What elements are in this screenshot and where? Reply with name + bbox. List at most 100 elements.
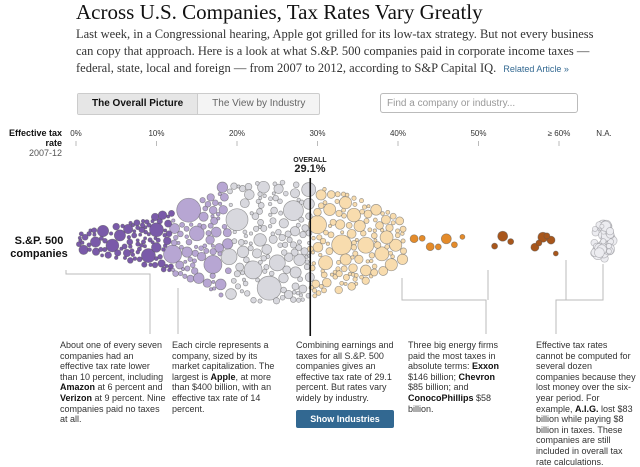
- company-circle: [176, 197, 202, 223]
- company-circle: [341, 207, 346, 213]
- company-circle: [396, 253, 409, 265]
- intro-text: Last week, in a Congressional hearing, A…: [76, 27, 594, 75]
- company-circle: [440, 233, 452, 245]
- company-circle: [257, 298, 263, 304]
- axis-title: Effective tax rate 2007-12: [0, 128, 62, 158]
- related-article-link[interactable]: Related Article »: [503, 64, 569, 74]
- company-circle: [323, 203, 337, 216]
- company-circle: [78, 244, 89, 255]
- company-circle: [200, 223, 207, 230]
- company-circle: [216, 216, 221, 221]
- company-circle: [373, 241, 382, 249]
- company-circle: [113, 229, 126, 242]
- company-circle: [207, 222, 214, 229]
- company-circle: [342, 273, 350, 281]
- company-circle: [112, 222, 120, 231]
- company-circle: [345, 222, 353, 229]
- company-circle: [181, 267, 185, 272]
- show-industries-button[interactable]: Show Industries: [296, 410, 394, 428]
- company-circle: [244, 182, 253, 191]
- tab-view-by-industry[interactable]: The View by Industry: [212, 98, 306, 109]
- company-circle: [340, 230, 345, 235]
- company-circle: [100, 253, 105, 258]
- company-circle: [507, 238, 515, 245]
- company-circle: [214, 278, 227, 291]
- note-overall-rate: Combining earnings and taxes for all S.&…: [296, 340, 394, 403]
- company-circle: [206, 193, 215, 202]
- company-circle: [282, 241, 289, 248]
- company-circle: [388, 250, 393, 256]
- company-circle: [212, 199, 219, 207]
- company-circle: [179, 244, 184, 250]
- company-circle: [98, 246, 104, 252]
- company-circle: [409, 234, 419, 244]
- company-circle: [81, 233, 89, 241]
- company-circle: [183, 225, 190, 232]
- company-circle: [255, 198, 261, 204]
- na-company-circle: [600, 238, 607, 245]
- company-circle: [123, 223, 134, 235]
- company-circle: [242, 229, 248, 235]
- company-circle: [87, 247, 92, 252]
- company-circle: [319, 237, 327, 245]
- company-circle: [380, 228, 385, 233]
- company-circle: [243, 260, 263, 280]
- company-circle: [105, 238, 120, 253]
- company-circle: [354, 254, 364, 264]
- company-circle: [329, 272, 334, 277]
- company-circle: [220, 192, 229, 202]
- na-company-circle: [594, 247, 605, 258]
- company-circle: [311, 236, 316, 241]
- company-circle: [178, 271, 184, 277]
- company-circle: [343, 281, 348, 286]
- company-circle: [451, 241, 458, 249]
- company-circle: [350, 272, 356, 277]
- company-circle: [328, 223, 333, 228]
- company-circle: [225, 208, 249, 232]
- company-circle: [322, 277, 332, 288]
- company-circle: [336, 259, 342, 265]
- company-circle: [352, 276, 358, 282]
- company-circle: [198, 211, 209, 222]
- company-circle: [90, 236, 101, 248]
- company-circle: [346, 228, 357, 239]
- company-circle: [202, 243, 208, 249]
- company-circle: [283, 200, 304, 221]
- company-circle: [128, 244, 133, 249]
- company-circle: [295, 244, 303, 252]
- company-circle: [234, 283, 242, 290]
- company-circle: [162, 232, 168, 238]
- axis-tick-label: 40%: [390, 129, 406, 138]
- company-circle: [203, 255, 223, 274]
- company-circle: [350, 255, 355, 260]
- company-circle: [325, 247, 334, 255]
- company-circle: [368, 252, 376, 259]
- company-circle: [222, 228, 232, 238]
- company-circle: [210, 243, 215, 248]
- company-circle: [122, 248, 132, 258]
- company-circle: [157, 210, 168, 220]
- company-circle: [186, 274, 195, 283]
- search-input[interactable]: [380, 93, 578, 113]
- note-leader-na: [555, 264, 604, 334]
- company-circle: [194, 244, 199, 249]
- tab-overall-picture[interactable]: The Overall Picture: [78, 94, 199, 114]
- company-circle: [86, 242, 92, 248]
- intro-paragraph: Last week, in a Congressional hearing, A…: [76, 26, 596, 78]
- company-circle: [394, 232, 401, 239]
- company-circle: [170, 239, 178, 247]
- company-circle: [257, 180, 270, 194]
- company-circle: [291, 282, 300, 291]
- company-circle: [227, 188, 233, 195]
- company-circle: [290, 296, 297, 303]
- company-circle: [189, 222, 194, 227]
- company-circle: [127, 257, 134, 264]
- company-circle: [400, 238, 406, 244]
- company-circle: [248, 231, 254, 236]
- company-circle: [339, 280, 345, 286]
- company-circle: [121, 243, 128, 250]
- company-circle: [371, 232, 378, 239]
- company-circle: [375, 221, 384, 230]
- company-circle: [163, 228, 168, 233]
- company-circle: [312, 293, 318, 299]
